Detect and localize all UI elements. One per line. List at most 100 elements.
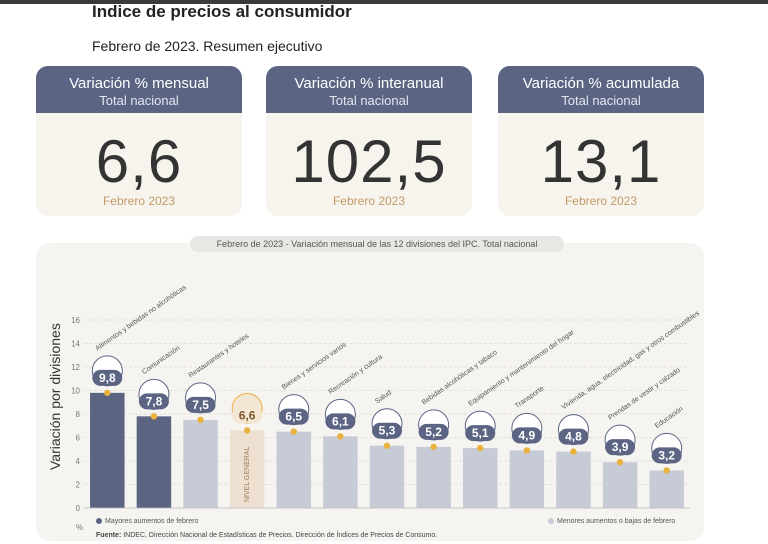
data-label: 6,5 xyxy=(285,410,302,424)
value-badge-band xyxy=(232,407,263,424)
y-tick-label: 2 xyxy=(76,481,81,490)
data-label: 3,9 xyxy=(612,440,629,454)
value-badge-band xyxy=(138,393,169,410)
card-monthly-title: Variación % mensual xyxy=(69,75,209,92)
category-label: Transporte xyxy=(514,385,546,410)
data-label: 9,8 xyxy=(99,371,116,385)
bar-marker xyxy=(383,442,391,449)
data-label: 6,1 xyxy=(332,414,349,428)
chart-header-period: Febrero de 2023 xyxy=(216,239,284,249)
card-monthly-value: 6,6 xyxy=(95,128,183,195)
legend-menor-swatch xyxy=(548,518,554,525)
category-label: Alimentos y bebidas no alcohólicas xyxy=(94,284,188,353)
value-badge-band xyxy=(651,447,682,464)
value-badge-band xyxy=(465,425,496,442)
data-label: 4,8 xyxy=(565,430,582,444)
value-badge-band xyxy=(605,439,636,456)
value-badge-band xyxy=(558,428,589,445)
card-monthly-header: Variación % mensual Total nacional xyxy=(36,66,242,113)
legend-mayor: Mayores aumentos de febrero xyxy=(96,518,198,525)
value-badge-band xyxy=(325,413,356,430)
page-title: Indice de precios al consumidor xyxy=(92,2,352,21)
bar xyxy=(602,462,638,508)
bar-marker xyxy=(570,448,577,455)
bar-marker xyxy=(523,447,531,454)
card-monthly-subtitle: Total nacional xyxy=(99,93,179,108)
card-accumulated-title: Variación % acumulada xyxy=(522,75,680,92)
bar-marker xyxy=(616,458,624,466)
bar xyxy=(416,446,451,508)
bar-marker xyxy=(477,444,484,452)
bar xyxy=(229,430,265,508)
legend-mayor-label: Mayores aumentos de febrero xyxy=(105,518,199,525)
bar-marker xyxy=(337,433,344,440)
bar xyxy=(183,419,218,508)
value-badge-band xyxy=(511,427,542,444)
legend-mayor-swatch xyxy=(96,518,102,525)
category-label: Recreación y cultura xyxy=(328,354,384,396)
bar xyxy=(90,392,125,508)
card-monthly-footer: Febrero 2023 xyxy=(102,194,176,208)
data-label: 5,3 xyxy=(379,424,396,438)
bar xyxy=(462,448,498,508)
window-top-bar xyxy=(0,0,768,4)
bar-marker xyxy=(243,427,251,434)
category-label: Vivienda, agua, electricidad, gas y otro… xyxy=(561,310,702,411)
bar xyxy=(323,436,358,508)
category-label: Educación xyxy=(654,405,685,430)
value-badge-band xyxy=(372,422,402,439)
bar xyxy=(556,451,591,508)
bar xyxy=(509,450,545,508)
data-label: 5,2 xyxy=(425,425,442,439)
y-tick-label: 0 xyxy=(76,504,81,513)
data-label: 6,6 xyxy=(239,408,256,422)
data-label: 3,2 xyxy=(658,448,675,462)
chart-source: Fuente: INDEC, Dirección Nacional de Est… xyxy=(96,532,437,539)
bar xyxy=(136,416,172,508)
data-label: 5,1 xyxy=(472,426,489,440)
card-yearly-footer: Febrero 2023 xyxy=(332,194,406,208)
y-tick-label: 16 xyxy=(71,316,80,325)
category-label: NIVEL GENERAL xyxy=(244,447,251,502)
category-label: Restaurantes y hoteles xyxy=(188,332,251,379)
card-accumulated-subtitle: Total nacional xyxy=(561,93,641,108)
legend-menor: Menores aumentos o bajas de febrero xyxy=(548,518,675,525)
value-badge-band xyxy=(278,408,309,425)
bar xyxy=(649,470,684,508)
value-badge-band xyxy=(92,369,123,386)
y-tick-label: 8 xyxy=(76,410,81,419)
value-badge-band xyxy=(418,423,449,440)
bar-marker xyxy=(197,416,204,424)
category-label: Salud xyxy=(374,389,393,405)
card-monthly: Variación % mensual Total nacional 6,6 F… xyxy=(36,66,242,216)
y-tick-label: 4 xyxy=(76,457,81,466)
card-accumulated-footer: Febrero 2023 xyxy=(564,194,638,208)
data-label: 7,5 xyxy=(192,398,209,412)
bar-marker xyxy=(290,428,297,435)
card-accumulated: Variación % acumulada Total nacional 13,… xyxy=(498,66,704,216)
card-yearly: Variación % interanual Total nacional 10… xyxy=(266,66,472,216)
category-label: Comunicación xyxy=(141,345,181,376)
bar-marker xyxy=(104,389,111,397)
y-unit-label: % xyxy=(76,523,83,532)
chart-header-text: - Variación mensual de las 12 divisiones… xyxy=(283,239,538,249)
bar xyxy=(276,431,312,508)
chart-source-text: INDEC, Dirección Nacional de Estadística… xyxy=(121,532,438,539)
y-tick-label: 6 xyxy=(76,434,81,443)
bar xyxy=(369,445,405,508)
bar-marker xyxy=(430,443,437,451)
category-label: Bebidas alcohólicas y tabaco xyxy=(421,349,499,407)
legend-menor-label: Menores aumentos o bajas de febrero xyxy=(557,518,676,525)
data-label: 4,9 xyxy=(519,428,536,442)
bar-marker xyxy=(663,467,670,474)
value-badge-band xyxy=(185,396,216,413)
card-accumulated-header: Variación % acumulada Total nacional xyxy=(498,66,704,113)
card-yearly-header: Variación % interanual Total nacional xyxy=(266,66,472,113)
data-label: 7,8 xyxy=(146,394,163,408)
y-tick-label: 10 xyxy=(71,387,80,396)
y-tick-label: 14 xyxy=(71,340,80,349)
card-yearly-value: 102,5 xyxy=(291,128,447,195)
y-tick-label: 12 xyxy=(71,363,80,372)
card-yearly-subtitle: Total nacional xyxy=(329,93,409,108)
